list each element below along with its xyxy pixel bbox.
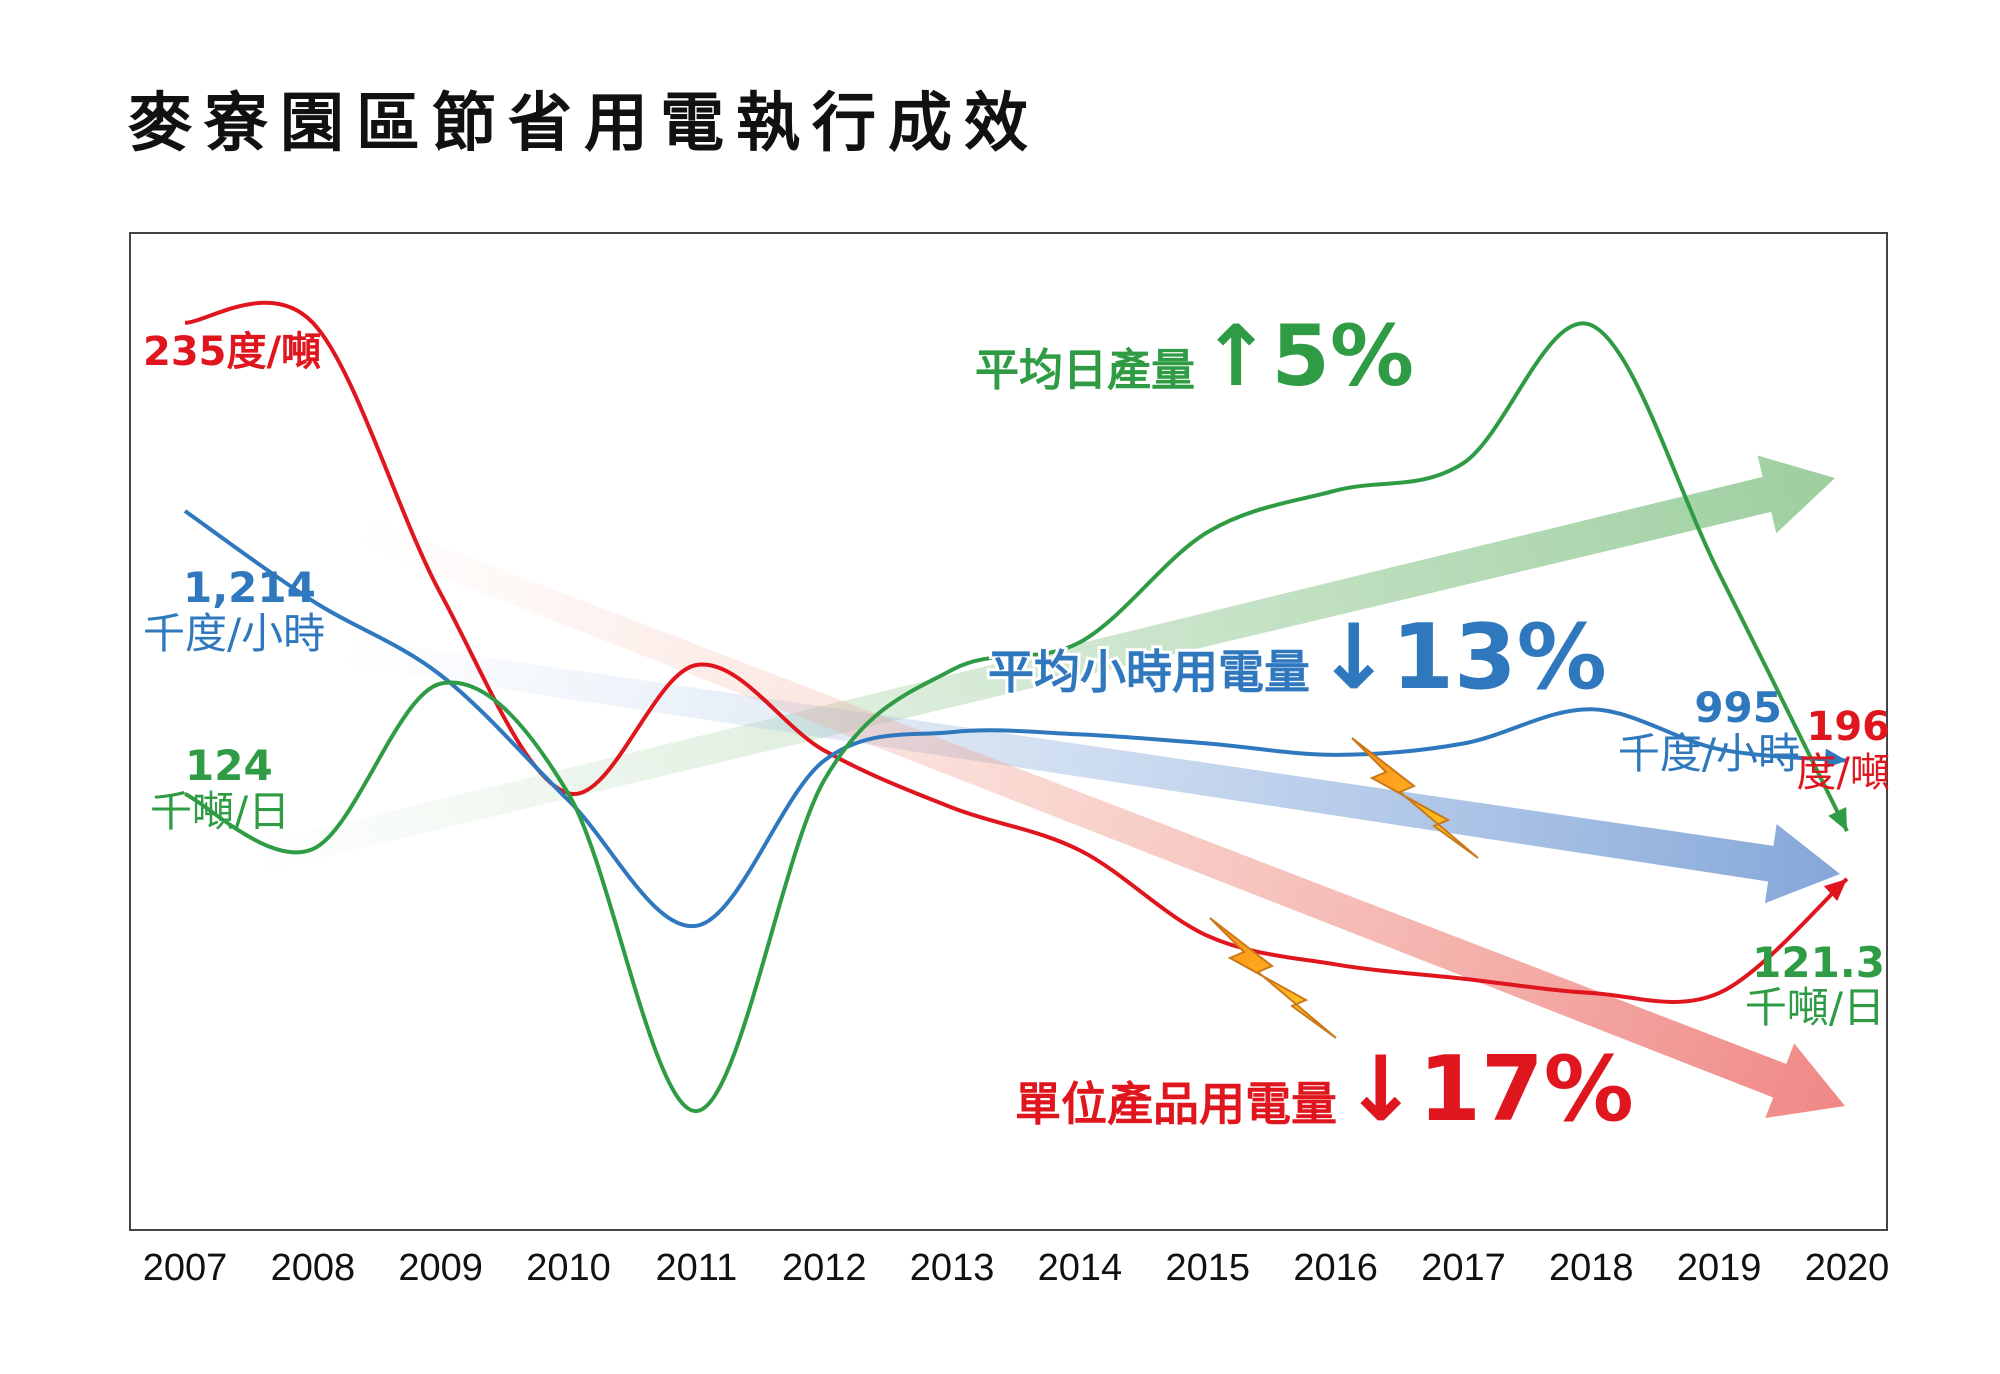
series-end-label: 121.3 [1752,938,1885,987]
x-tick-label: 2015 [1165,1247,1250,1289]
series-arrowhead [1824,748,1847,769]
x-tick-label: 2011 [656,1247,738,1289]
series-labels: 235度/噸196度/噸1,214千度/小時995千度/小時124千噸/日121… [143,329,1890,1032]
series-start-label: 千噸/日 [150,787,290,836]
series-end-label: 千度/小時 [1618,729,1800,778]
x-tick-label: 2014 [1038,1247,1123,1289]
x-tick-label: 2020 [1805,1247,1890,1289]
series-arrowhead [1823,878,1847,901]
x-tick-label: 2009 [398,1247,483,1289]
x-tick-label: 2007 [143,1247,228,1289]
series-end-label: 度/噸 [1797,750,1890,796]
series-start-label: 124 [185,741,273,790]
x-tick-label: 2017 [1421,1247,1506,1289]
series-end-label: 千噸/日 [1745,983,1885,1032]
trend-arrow [337,636,1840,904]
trend-arrow [354,516,1846,1118]
series-start-label: 1,214 [183,563,316,612]
trend-arrows [246,455,1846,1118]
series-end-label: 995 [1694,683,1782,732]
lightning-icon [1351,737,1479,859]
change-annotation: 平均小時用電量↓13% [988,605,1607,710]
x-tick-label: 2013 [910,1247,995,1289]
lightning-icon [1209,917,1337,1039]
chart-title: 麥寮園區節省用電執行成效 [128,86,1040,161]
change-annotations: 平均日產量↑5% 平均小時用電量↓13% 單位產品用電量↓17% [972,304,1637,1145]
x-tick-label: 2010 [526,1247,611,1289]
series-start-label: 千度/小時 [143,609,325,658]
series-end-label: 196 [1807,704,1891,750]
series-arrowhead [1828,807,1847,832]
series-start-label: 235度/噸 [143,329,321,375]
x-tick-label: 2008 [271,1247,356,1289]
x-tick-label: 2016 [1293,1247,1378,1289]
series-line [184,321,1849,1114]
x-tick-label: 2018 [1549,1247,1634,1289]
plot-frame [129,232,1888,1231]
x-axis-ticks: 2007 2008 2009 2010 2011 2012 2013 2014 2015 2016… [143,1247,1890,1289]
change-annotation: 單位產品用電量↓17% [1015,1037,1634,1142]
x-tick-label: 2012 [782,1247,867,1289]
change-annotation: 平均日產量↑5% [975,307,1414,405]
x-tick-label: 2019 [1677,1247,1762,1289]
trend-arrow [246,455,1835,874]
series-lines [183,300,1849,1114]
